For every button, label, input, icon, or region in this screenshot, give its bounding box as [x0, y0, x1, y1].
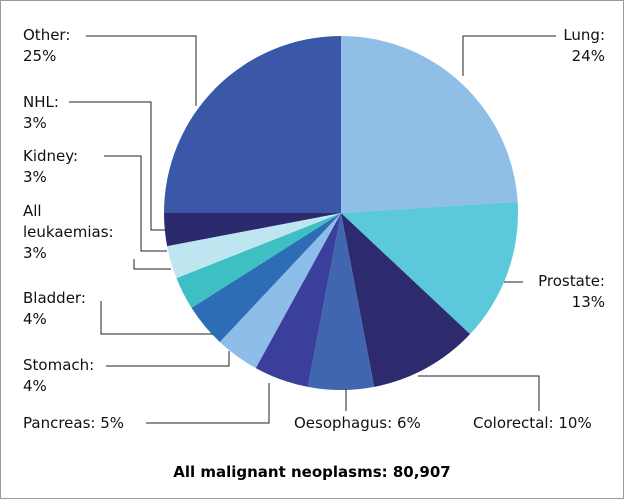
- value-label: 3%: [23, 114, 47, 132]
- category-label: NHL:: [23, 93, 59, 111]
- value-label: 24%: [571, 47, 605, 65]
- leader-line: [133, 259, 171, 270]
- leader-line: [69, 101, 165, 231]
- category-label: Lung:: [563, 26, 605, 44]
- slice-label: Bladder: 4%: [23, 288, 123, 330]
- value-label: 4%: [23, 310, 47, 328]
- slice-label: Other: 25%: [23, 25, 123, 67]
- category-label: All leukaemias:: [23, 202, 114, 241]
- leader-line: [462, 35, 556, 76]
- leader-line: [418, 375, 540, 411]
- slice-label: Prostate: 13%: [515, 271, 605, 313]
- pie-slice: [307, 213, 375, 391]
- slice-label: NHL: 3%: [23, 92, 123, 134]
- pie-slice: [255, 213, 341, 387]
- pie-slice: [164, 213, 341, 247]
- category-label: Prostate:: [538, 272, 605, 290]
- pie-slice: [219, 213, 341, 369]
- leader-line: [104, 155, 167, 252]
- leader-line: [86, 35, 197, 106]
- value-label: 6%: [396, 414, 421, 432]
- slice-label: Kidney: 3%: [23, 146, 123, 188]
- leader-line: [146, 383, 270, 424]
- value-label: 5%: [100, 414, 125, 432]
- pie-slice: [341, 36, 518, 213]
- pie-slice: [191, 213, 341, 343]
- pie-slice: [341, 201, 519, 335]
- slice-label: Stomach: 4%: [23, 355, 123, 397]
- slice-label: Pancreas: 5%: [23, 413, 173, 434]
- category-label: Kidney:: [23, 147, 79, 165]
- chart-title: All malignant neoplasms: 80,907: [173, 463, 451, 481]
- category-label: Colorectal:: [473, 414, 554, 432]
- category-label: Bladder:: [23, 289, 86, 307]
- value-label: 4%: [23, 377, 47, 395]
- value-label: 3%: [23, 168, 47, 186]
- leader-line: [100, 301, 213, 335]
- leader-line: [106, 351, 230, 367]
- category-label: Other:: [23, 26, 71, 44]
- slice-label: Oesophagus: 6%: [294, 413, 444, 434]
- category-label: Stomach:: [23, 356, 95, 374]
- pie-slice: [164, 36, 341, 213]
- pie-slice: [167, 213, 341, 279]
- value-label: 10%: [558, 414, 592, 432]
- value-label: 3%: [23, 244, 47, 262]
- pie-slice: [176, 213, 341, 308]
- pie-slice: [341, 213, 471, 387]
- category-label: Pancreas:: [23, 414, 96, 432]
- slice-label: Colorectal: 10%: [473, 413, 623, 434]
- category-label: Oesophagus:: [294, 414, 393, 432]
- slice-label: All leukaemias: 3%: [23, 201, 133, 264]
- value-label: 25%: [23, 47, 57, 65]
- slice-label: Lung: 24%: [525, 25, 605, 67]
- value-label: 13%: [571, 293, 605, 311]
